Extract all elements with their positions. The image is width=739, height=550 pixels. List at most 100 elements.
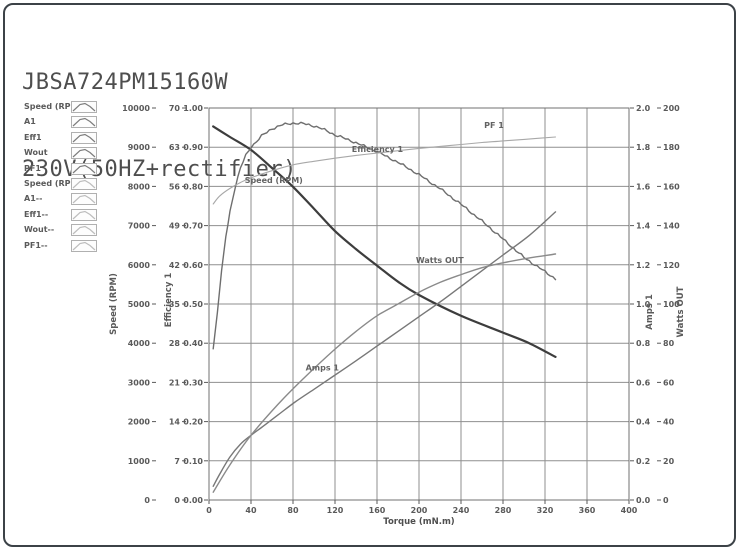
axis-amps: 2.0 1.8 1.6 1.4 1.2 1.0 0.8 0.6 0.4 0.2 0.0 — [630, 104, 651, 505]
svg-text:2000: 2000 — [128, 418, 151, 427]
svg-text:1.0: 1.0 — [636, 300, 651, 309]
legend-item-label: PF1-- — [24, 240, 48, 250]
legend-item: PF1 — [24, 162, 97, 175]
svg-text:2.0: 2.0 — [636, 104, 651, 113]
legend-item-label: Eff1 — [24, 132, 42, 142]
legend-curve-icon — [71, 101, 97, 113]
svg-text:140: 140 — [663, 222, 680, 231]
svg-text:280: 280 — [495, 506, 512, 515]
svg-text:0.0: 0.0 — [636, 496, 651, 505]
svg-text:0.50: 0.50 — [183, 300, 203, 309]
legend-curve-icon — [71, 193, 97, 206]
svg-text:1.6: 1.6 — [636, 182, 651, 191]
svg-text:360: 360 — [579, 506, 596, 515]
legend-curve-icon — [71, 162, 97, 175]
svg-text:60: 60 — [663, 378, 675, 387]
model-title: JBSA724PM15160W — [22, 70, 229, 95]
svg-text:0.80: 0.80 — [183, 182, 203, 191]
svg-text:0.20: 0.20 — [183, 418, 203, 427]
curve-label: PF 1 — [484, 121, 504, 130]
svg-text:7000: 7000 — [128, 222, 151, 231]
svg-text:70: 70 — [169, 104, 181, 113]
series-speed — [212, 125, 557, 358]
svg-text:20: 20 — [663, 457, 675, 466]
svg-text:0.2: 0.2 — [636, 457, 650, 466]
legend-curve-icon — [71, 116, 97, 129]
legend-curve-icon — [71, 208, 97, 221]
legend-item: Wout-- — [24, 224, 97, 237]
svg-text:40: 40 — [663, 418, 675, 427]
svg-text:1.8: 1.8 — [636, 143, 651, 152]
legend-curve-icon — [71, 239, 97, 252]
x-axis-title: Torque (mN.m) — [383, 517, 455, 527]
svg-text:5000: 5000 — [128, 300, 151, 309]
svg-text:0.00: 0.00 — [183, 496, 203, 505]
svg-text:9000: 9000 — [128, 143, 151, 152]
svg-text:0.8: 0.8 — [636, 339, 651, 348]
x-axis: 0 40 80 120 160 200 240 280 320 360 400 Torque (mN.… — [206, 500, 638, 527]
legend-item-label: A1-- — [24, 194, 43, 204]
series-amps — [212, 211, 557, 487]
chart-legend: Speed (RP A1 Eff1 Wout PF1 Speed (RP A1-- Eff1-… — [24, 101, 97, 255]
axis-title-amps: Amps 1 — [645, 294, 655, 330]
svg-text:40: 40 — [245, 506, 257, 515]
legend-item-label: Speed (RP — [24, 178, 71, 188]
axis-title-eff: Efficiency 1 — [164, 273, 174, 328]
svg-text:1.2: 1.2 — [636, 261, 650, 270]
svg-text:1.00: 1.00 — [183, 104, 203, 113]
svg-text:0: 0 — [206, 506, 212, 515]
legend-item-label: Speed (RP — [24, 102, 71, 111]
svg-text:8000: 8000 — [128, 182, 151, 191]
curve-label: Amps 1 — [306, 364, 340, 373]
svg-text:14: 14 — [169, 418, 181, 427]
svg-text:0.4: 0.4 — [636, 418, 651, 427]
svg-text:10000: 10000 — [122, 104, 150, 113]
svg-text:1000: 1000 — [128, 457, 151, 466]
curve-label: Speed (RPM) — [245, 176, 303, 185]
svg-text:4000: 4000 — [128, 339, 151, 348]
legend-curve-icon — [71, 224, 97, 237]
series-pf — [212, 136, 557, 205]
legend-item-label: Eff1-- — [24, 209, 49, 219]
legend-curve-icon — [71, 177, 97, 190]
svg-text:0.30: 0.30 — [183, 378, 203, 387]
svg-text:240: 240 — [453, 506, 470, 515]
svg-text:21: 21 — [169, 378, 181, 387]
legend-item: A1 — [24, 116, 97, 129]
svg-text:56: 56 — [169, 182, 181, 191]
svg-text:80: 80 — [287, 506, 299, 515]
svg-text:0: 0 — [144, 496, 150, 505]
legend-curve-icon — [71, 147, 97, 160]
legend-item: Eff1 — [24, 131, 97, 144]
legend-item: Speed (RP — [24, 177, 97, 190]
axis-title-speed: Speed (RPM) — [109, 273, 119, 335]
curve-label: Efficiency 1 — [352, 145, 404, 154]
legend-item: Wout — [24, 147, 97, 160]
svg-text:0: 0 — [174, 496, 180, 505]
svg-text:200: 200 — [411, 506, 428, 515]
svg-text:0.90: 0.90 — [183, 143, 203, 152]
svg-text:160: 160 — [663, 182, 680, 191]
svg-text:180: 180 — [663, 143, 680, 152]
svg-text:100: 100 — [663, 300, 680, 309]
svg-text:0: 0 — [663, 496, 669, 505]
svg-text:1.4: 1.4 — [636, 222, 651, 231]
svg-text:6000: 6000 — [128, 261, 151, 270]
svg-text:3000: 3000 — [128, 378, 151, 387]
legend-item: PF1-- — [24, 239, 97, 252]
svg-text:160: 160 — [369, 506, 386, 515]
svg-text:35: 35 — [169, 300, 181, 309]
svg-text:0.6: 0.6 — [636, 378, 651, 387]
legend-item: Eff1-- — [24, 208, 97, 221]
svg-text:42: 42 — [169, 261, 180, 270]
axis-title-watts: Watts OUT — [676, 286, 686, 337]
svg-text:0.60: 0.60 — [183, 261, 203, 270]
axis-speed: 1000090008000700060005000400030002000100… — [122, 104, 156, 505]
svg-text:0.10: 0.10 — [183, 457, 203, 466]
legend-item-label: A1 — [24, 117, 36, 127]
svg-text:200: 200 — [663, 104, 680, 113]
